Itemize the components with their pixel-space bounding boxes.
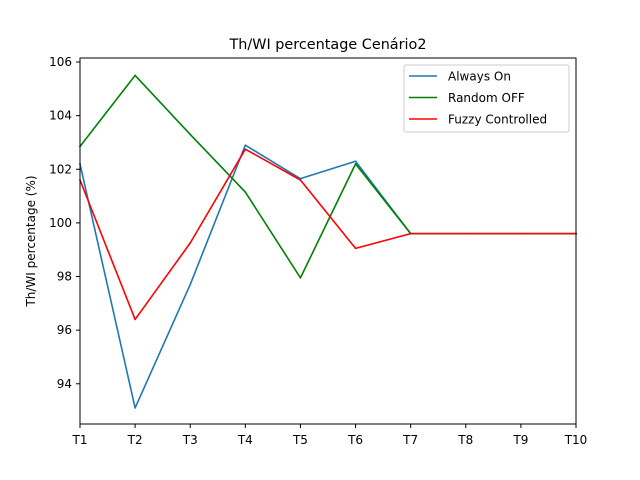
y-tick-label: 106 xyxy=(49,55,72,69)
x-axis: T1 T2 T3 T4 T5 T6 T7 T8 T9 T10 xyxy=(72,424,588,447)
series-1-point-1 xyxy=(134,74,136,77)
y-axis-label: Th/WI percentage (%) xyxy=(24,175,38,307)
legend: Always On Random OFF Fuzzy Controlled xyxy=(403,64,570,133)
y-tick-label: 104 xyxy=(49,109,72,123)
series-1-point-4 xyxy=(299,277,302,279)
x-tick-label: T9 xyxy=(512,433,528,447)
x-tick-label: T10 xyxy=(564,433,588,447)
series-line-2 xyxy=(78,148,577,321)
series-2-point-6 xyxy=(409,232,412,235)
y-axis: 94 96 98 100 102 104 106 xyxy=(49,55,80,391)
series-1-point-2 xyxy=(189,133,192,136)
y-tick-label: 100 xyxy=(49,216,72,230)
x-tick-label: T3 xyxy=(182,433,198,447)
x-tick-label: T5 xyxy=(292,433,308,447)
x-tick-label: T1 xyxy=(72,433,88,447)
y-tick-label: 94 xyxy=(57,377,72,391)
plot-frame xyxy=(79,57,577,425)
series-0-point-1 xyxy=(134,407,136,409)
x-tick-label: T4 xyxy=(237,433,253,447)
legend-label: Fuzzy Controlled xyxy=(448,113,547,127)
series-2-point-1 xyxy=(134,318,136,321)
legend-label: Always On xyxy=(448,70,511,84)
series-2-point-7 xyxy=(464,232,467,235)
series-2-point-4 xyxy=(299,179,302,181)
chart-title: Th/WI percentage Cenário2 xyxy=(228,37,426,53)
y-tick-label: 98 xyxy=(57,270,72,284)
series-1-point-3 xyxy=(244,191,247,193)
series-1-point-5 xyxy=(354,163,357,165)
x-tick-label: T8 xyxy=(457,433,473,447)
series-0-point-5 xyxy=(354,160,357,163)
legend-label: Random OFF xyxy=(448,91,525,105)
series-2-point-3 xyxy=(244,148,247,150)
legend-box xyxy=(403,64,570,133)
series-2-point-2 xyxy=(189,242,192,244)
x-tick-label: T2 xyxy=(127,433,143,447)
series-0-point-2 xyxy=(189,283,192,286)
series-2-point-5 xyxy=(354,247,357,250)
x-tick-label: T6 xyxy=(347,433,363,447)
y-tick-label: 96 xyxy=(57,323,72,337)
x-tick-label: T7 xyxy=(402,433,418,447)
series-0-point-3 xyxy=(244,144,247,146)
y-tick-label: 102 xyxy=(49,162,72,176)
series-2-point-8 xyxy=(520,232,522,235)
